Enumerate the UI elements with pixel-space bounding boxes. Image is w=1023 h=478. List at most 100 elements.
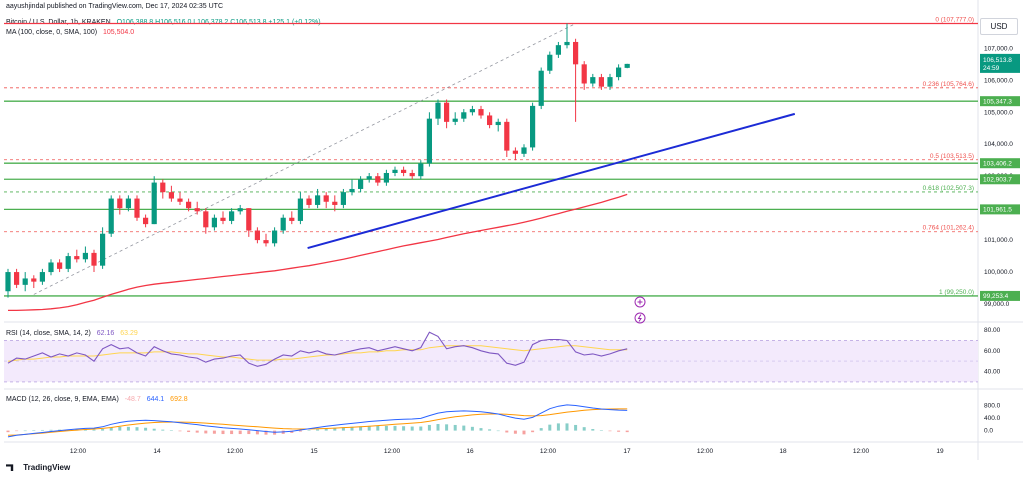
macd-histogram-bar [204, 430, 208, 434]
candle-body [555, 45, 561, 55]
macd-histogram-bar [410, 426, 414, 431]
macd-histogram-bar [591, 429, 595, 431]
macd-histogram-bar [333, 427, 337, 431]
ma-legend[interactable]: MA (100, close, 0, SMA, 100) 105,504.0 [6, 29, 138, 36]
time-axis-label: 15 [310, 448, 318, 455]
publisher-header: aayushjindal published on TradingView.co… [6, 3, 224, 10]
rsi-tick-label: 40.00 [984, 369, 1001, 376]
rsi-tick-label: 60.00 [984, 348, 1001, 355]
candle-body [530, 105, 536, 148]
level-price-box [980, 174, 1020, 185]
candle-body [358, 179, 364, 189]
fib-level-label: 0.236 (105,764.6) [923, 81, 974, 88]
candle-body [375, 176, 381, 183]
candle-body [160, 182, 166, 193]
candle-body [469, 109, 475, 113]
ma-value: 105,504.0 [103, 29, 135, 36]
level-price-box [980, 158, 1020, 169]
time-axis-label: 12:00 [853, 448, 870, 455]
rsi-legend[interactable]: RSI (14, close, SMA, 14, 2) 62.16 63.29 [6, 330, 142, 337]
candle-body [401, 169, 407, 173]
candle-body [48, 262, 54, 273]
rsi-line [7, 331, 628, 367]
macd-histogram-bar [247, 430, 251, 435]
fib-level-label: 0.5 (103,513.5) [930, 153, 974, 160]
macd-histogram-bar [144, 427, 148, 431]
macd-histogram-bar [32, 430, 36, 431]
candle-body [151, 182, 157, 225]
time-axis-label: 17 [623, 448, 631, 455]
candle-body [31, 278, 37, 282]
macd-histogram-bar [384, 425, 388, 431]
macd-tick-label: 800.0 [984, 403, 1001, 410]
candle-countdown-label: 24:59 [983, 65, 1000, 72]
candle-body [538, 70, 544, 106]
macd-signal-value: 692.8 [170, 396, 188, 403]
candle-body [117, 198, 123, 209]
candle-body [487, 115, 493, 126]
candle-body [57, 262, 63, 269]
candle-body [5, 272, 11, 292]
candle-body [383, 172, 389, 183]
macd-label: MACD (12, 26, close, 9, EMA, EMA) [6, 396, 119, 403]
candle-body [254, 230, 260, 241]
candle-body [237, 208, 243, 212]
time-axis-label: 12:00 [540, 448, 557, 455]
macd-histogram-bar [350, 426, 354, 431]
candle-body [220, 217, 226, 221]
macd-signal-line [7, 408, 628, 436]
macd-histogram-bar [531, 430, 535, 433]
candle-body [306, 198, 312, 205]
macd-histogram-bar [599, 430, 603, 431]
price-tick-label: 105,000.0 [984, 109, 1013, 116]
macd-histogram-bar [522, 430, 526, 435]
macd-histogram-bar [195, 430, 199, 433]
candle-body [409, 172, 415, 177]
rsi-ma-line [7, 345, 628, 362]
macd-legend[interactable]: MACD (12, 26, close, 9, EMA, EMA) -48.7 … [6, 396, 192, 403]
candle-body [272, 230, 278, 244]
candle-body [229, 211, 235, 221]
candle-body [512, 150, 518, 154]
tradingview-brand: TradingView [23, 463, 71, 472]
candle-body [134, 198, 140, 218]
candle-body [495, 121, 501, 126]
candle-body [573, 41, 579, 65]
symbol-title[interactable]: Bitcoin / U.S. Dollar, 1h, KRAKEN [6, 19, 111, 26]
macd-histogram-bar [307, 430, 311, 431]
macd-histogram-bar [316, 429, 320, 431]
time-axis-label: 12:00 [697, 448, 714, 455]
macd-hist-value: -48.7 [124, 396, 141, 403]
macd-histogram-bar [290, 430, 294, 433]
macd-histogram-bar [212, 430, 216, 434]
macd-histogram-bar [574, 424, 578, 431]
ma-label: MA (100, close, 0, SMA, 100) [6, 29, 98, 36]
fib-level-label: 0.764 (101,262.4) [923, 225, 974, 232]
candle-body [143, 217, 149, 225]
time-axis-label: 12:00 [227, 448, 244, 455]
macd-histogram-bar [556, 423, 560, 431]
macd-histogram-bar [341, 427, 345, 431]
candle-body [280, 217, 286, 231]
macd-histogram-bar [178, 430, 182, 432]
macd-histogram-bar [462, 425, 466, 431]
candle-body [211, 217, 217, 228]
candle-body [91, 252, 97, 266]
level-price-box [980, 96, 1020, 107]
macd-histogram-bar [126, 426, 130, 431]
tradingview-footer[interactable]: TradingView [6, 463, 70, 472]
macd-histogram-bar [264, 430, 268, 435]
candle-body [392, 169, 398, 173]
macd-histogram-bar [23, 430, 27, 432]
macd-histogram-bar [40, 429, 44, 431]
macd-histogram-bar [436, 424, 440, 431]
candle-body [590, 77, 596, 84]
candle-body [340, 192, 346, 205]
currency-button[interactable]: USD [980, 18, 1018, 35]
candle-body [186, 201, 192, 209]
macd-histogram-bar [83, 429, 87, 431]
rsi-value: 62.16 [96, 330, 115, 337]
time-axis-label: 14 [153, 448, 161, 455]
price-tick-label: 104,000.0 [984, 141, 1013, 148]
